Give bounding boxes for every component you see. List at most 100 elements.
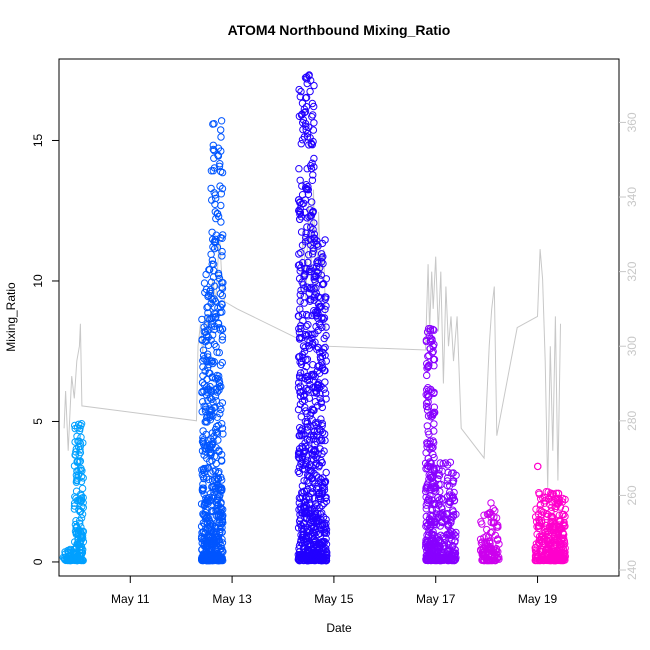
data-point [297,324,305,333]
data-point [206,382,214,391]
data-point [313,427,322,436]
data-point [436,459,444,467]
data-point [302,459,310,467]
data-point [214,533,222,541]
data-point [77,472,86,481]
data-point [296,520,304,528]
data-point [318,313,326,322]
data-point [296,352,304,361]
data-point [302,126,310,134]
data-point [204,353,212,361]
data-point [485,509,494,517]
y2-tick-label: 280 [625,410,639,430]
data-point [553,497,562,505]
data-point [422,487,430,496]
data-point [303,75,311,83]
data-point [202,403,210,411]
data-point [451,538,459,546]
data-point [556,517,564,526]
data-point [425,475,433,483]
data-point [211,235,220,244]
data-point [559,529,567,538]
data-point [318,280,327,289]
data-point [297,249,305,257]
data-point [423,422,431,430]
data-point [218,332,227,341]
data-point [423,386,431,394]
data-point [295,499,303,507]
data-point [300,487,308,495]
data-point [449,493,458,502]
data-point [479,548,488,557]
series-2 [294,71,331,565]
data-point [318,428,327,437]
data-point [199,346,208,354]
data-point [72,478,81,486]
plot-area-border [58,58,620,577]
data-point [307,409,315,417]
data-point [75,437,83,445]
data-point [296,369,305,377]
data-point [430,326,438,334]
data-point [305,385,313,393]
data-point [216,409,224,418]
data-point [219,548,227,556]
data-point [491,518,499,527]
data-point [486,537,494,545]
data-point [435,480,443,489]
data-point [217,117,226,125]
data-point [487,553,495,561]
data-point [208,506,216,515]
data-point [314,242,322,250]
data-point [218,252,226,260]
data-point [431,553,439,561]
data-point [317,525,325,533]
x-tick-label: May 13 [212,592,252,606]
y2-axis-right: 240 260 280 300 320 340 360 [619,112,639,580]
data-point [295,325,303,333]
data-point [218,184,227,193]
data-point [202,417,210,425]
data-point [214,271,223,279]
data-point [534,524,543,533]
data-point [320,334,328,343]
data-point [494,535,502,543]
data-point [318,539,327,547]
data-point [210,164,219,172]
data-point [209,412,217,420]
data-point [307,211,316,220]
data-point [556,552,564,561]
data-point [207,294,215,302]
chart-title: ATOM4 Northbound Mixing_Ratio [228,22,451,38]
data-point [301,403,309,412]
data-point [443,474,452,482]
data-point [430,389,438,398]
data-point [295,250,303,258]
data-point [434,544,443,553]
data-point [426,458,434,466]
data-point [305,71,313,79]
data-point [491,531,499,539]
data-point [423,360,431,368]
data-point [207,320,216,328]
data-point [308,176,317,185]
data-point [310,504,319,512]
data-point [319,315,328,323]
data-point [294,312,303,320]
data-point [452,471,460,479]
series-1 [197,117,227,565]
data-point [294,453,303,461]
data-point [215,348,224,357]
data-point [432,505,441,513]
data-point [322,515,330,524]
data-point [450,530,458,538]
data-point [198,529,206,537]
y-axis-label: Mixing_Ratio [4,282,18,352]
data-point [434,493,442,502]
data-point [71,424,79,433]
data-point [304,182,312,191]
data-point [422,493,430,501]
data-point [303,545,312,553]
data-point [554,489,562,498]
data-point [76,527,85,535]
